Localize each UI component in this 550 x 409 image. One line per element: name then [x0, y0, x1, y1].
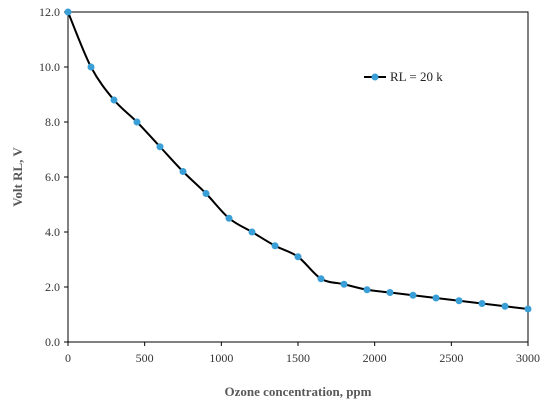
x-tick-label: 2000 — [363, 351, 387, 365]
x-axis-title: Ozone concentration, ppm — [225, 384, 372, 399]
legend-marker — [371, 73, 379, 81]
data-point-0 — [64, 8, 72, 16]
data-point-19 — [501, 302, 509, 310]
data-point-6 — [202, 190, 210, 197]
data-point-1 — [87, 63, 95, 71]
y-tick-label: 8.0 — [45, 115, 60, 129]
x-tick-label: 1500 — [286, 351, 310, 365]
y-axis-title: Volt RL, V — [10, 147, 25, 207]
data-point-17 — [455, 297, 463, 305]
data-point-15 — [409, 291, 417, 299]
x-tick-label: 3000 — [516, 351, 540, 365]
x-tick-label: 500 — [136, 351, 154, 365]
data-point-4 — [156, 143, 164, 151]
data-point-9 — [271, 242, 279, 250]
x-tick-label: 1000 — [209, 351, 233, 365]
data-point-3 — [133, 118, 141, 126]
data-point-2 — [110, 96, 118, 104]
data-point-10 — [294, 253, 302, 261]
x-tick-label: 0 — [65, 351, 71, 365]
data-point-13 — [363, 286, 371, 294]
data-point-16 — [432, 294, 440, 302]
data-point-11 — [317, 275, 325, 283]
data-point-18 — [478, 300, 486, 307]
y-tick-label: 6.0 — [45, 170, 60, 184]
y-tick-label: 12.0 — [39, 5, 60, 19]
data-point-5 — [179, 168, 187, 175]
y-tick-label: 10.0 — [39, 60, 60, 74]
data-point-8 — [248, 228, 256, 236]
series-markers — [64, 8, 532, 313]
y-axis-ticks: 0.0 2.0 4.0 6.0 8.0 10.0 12.0 — [39, 5, 68, 349]
data-point-7 — [225, 214, 233, 222]
legend: RL = 20 k — [364, 69, 443, 84]
data-point-14 — [386, 289, 394, 296]
legend-label: RL = 20 k — [390, 69, 443, 84]
plot-area-border — [67, 11, 529, 343]
x-axis-ticks: 0 500 1000 1500 2000 2500 3000 — [65, 342, 540, 365]
series-line-rl-20k — [67, 11, 529, 310]
y-tick-label: 0.0 — [45, 335, 60, 349]
x-tick-label: 2500 — [439, 351, 463, 365]
data-point-12 — [340, 280, 348, 288]
y-tick-label: 4.0 — [45, 225, 60, 239]
y-tick-label: 2.0 — [45, 280, 60, 294]
data-point-20 — [524, 305, 532, 313]
